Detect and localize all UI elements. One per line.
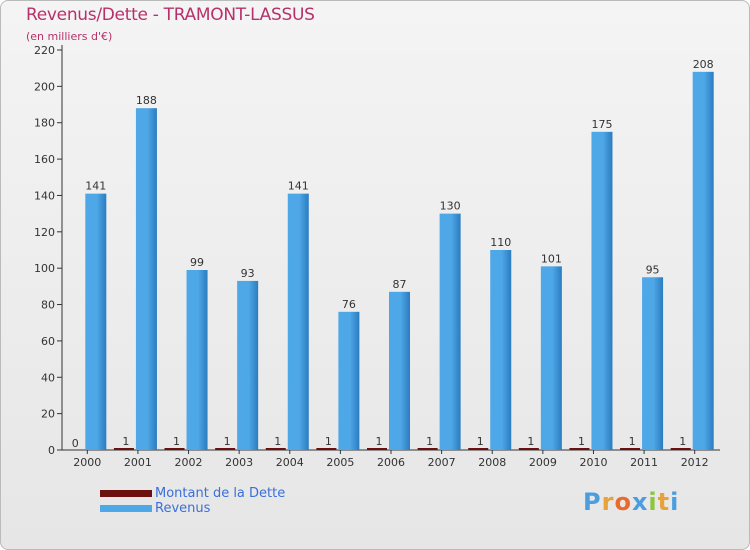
y-tick-label: 20: [41, 408, 55, 421]
debt-value-label: 1: [224, 435, 231, 448]
debt-bar: [164, 448, 185, 450]
debt-value-label: 1: [629, 435, 636, 448]
x-tick-label: 2000: [73, 456, 101, 469]
x-tick-label: 2007: [428, 456, 456, 469]
revenue-value-label: 95: [646, 263, 660, 276]
debt-value-label: 1: [173, 435, 180, 448]
x-tick-label: 2011: [630, 456, 658, 469]
debt-value-label: 1: [527, 435, 534, 448]
x-tick-label: 2002: [175, 456, 203, 469]
chart-subtitle: (en milliers d'€): [26, 30, 113, 43]
debt-value-label: 1: [376, 435, 383, 448]
revenue-bar: [692, 71, 714, 451]
debt-bar: [620, 448, 641, 450]
debt-value-label: 1: [325, 435, 332, 448]
x-tick-label: 2008: [478, 456, 506, 469]
legend-label-revenue: Revenus: [155, 501, 211, 516]
revenue-value-label: 93: [241, 267, 255, 280]
x-tick-label: 2006: [377, 456, 405, 469]
data-labels: 0 141 1 188 1 99 1 93 1 141 1 76 1 87 1 130 1 110 1 101 1 175…: [72, 58, 714, 450]
y-tick-label: 200: [34, 80, 55, 93]
revenue-value-label: 208: [693, 58, 714, 71]
y-tick-label: 0: [48, 444, 55, 457]
revenue-value-label: 175: [591, 118, 612, 131]
debt-bar: [316, 448, 337, 450]
revenue-bar: [338, 311, 360, 450]
revenue-value-label: 110: [490, 236, 511, 249]
chart-title: Revenus/Dette - TRAMONT-LASSUS: [26, 5, 315, 25]
logo-letter: i: [670, 488, 680, 516]
debt-bar: [468, 448, 489, 450]
revenue-value-label: 101: [541, 252, 562, 265]
revenue-bar: [642, 277, 664, 450]
x-tick-label: 2004: [276, 456, 304, 469]
y-tick-label: 180: [34, 117, 55, 130]
debt-value-label: 0: [72, 437, 79, 450]
proxiti-logo: Proxiti: [583, 488, 679, 516]
legend-swatch-revenue: [100, 505, 152, 512]
revenue-bar: [540, 266, 562, 450]
revenue-bar: [439, 213, 461, 450]
revenue-bar: [389, 291, 410, 450]
debt-bar: [367, 448, 387, 450]
debt-bar: [265, 448, 286, 450]
legend-label-debt: Montant de la Dette: [155, 486, 286, 501]
y-tick-label: 220: [34, 44, 55, 57]
revenue-value-label: 76: [342, 298, 356, 311]
logo-letter: P: [583, 488, 602, 516]
logo-letter: x: [631, 488, 649, 516]
debt-value-label: 1: [426, 435, 433, 448]
revenue-bar: [490, 250, 512, 450]
x-tick-label: 2010: [579, 456, 607, 469]
debt-bar: [417, 448, 438, 450]
x-tick-label: 2001: [124, 456, 152, 469]
revenue-value-label: 141: [85, 180, 106, 193]
logo-letter: t: [657, 488, 671, 516]
axes: 0 20 40 60 80 100 120 140 160 180 200 220 2000 2001 20…: [34, 44, 720, 469]
revenue-value-label: 130: [440, 200, 461, 213]
debt-value-label: 1: [274, 435, 281, 448]
logo-letter: i: [648, 488, 658, 516]
bars: [85, 71, 714, 451]
revenue-bar: [135, 108, 157, 450]
debt-bar: [569, 448, 590, 450]
debt-bar: [518, 448, 539, 450]
legend-swatch-debt: [100, 490, 152, 497]
revenue-bar: [85, 193, 107, 451]
revenue-value-label: 99: [190, 256, 204, 269]
debt-value-label: 1: [679, 435, 686, 448]
logo-letter: o: [614, 488, 632, 516]
y-tick-label: 160: [34, 153, 55, 166]
revenue-bar: [287, 193, 309, 451]
y-tick-label: 140: [34, 189, 55, 202]
y-tick-label: 40: [41, 371, 55, 384]
x-tick-label: 2003: [225, 456, 253, 469]
y-tick-label: 80: [41, 299, 55, 312]
y-tick-label: 100: [34, 262, 55, 275]
x-tick-label: 2009: [529, 456, 557, 469]
debt-bar: [215, 448, 236, 450]
debt-bar: [113, 448, 134, 450]
revenue-value-label: 87: [393, 278, 407, 291]
revenue-value-label: 188: [136, 94, 157, 107]
revenue-bar: [237, 280, 259, 450]
x-tick-label: 2012: [681, 456, 709, 469]
revenue-bar: [591, 131, 613, 450]
revenue-bar: [186, 270, 208, 450]
x-tick-label: 2005: [326, 456, 354, 469]
revenue-value-label: 141: [288, 180, 309, 193]
debt-value-label: 1: [122, 435, 129, 448]
debt-value-label: 1: [578, 435, 585, 448]
debt-bar: [670, 448, 691, 450]
logo-letter: r: [601, 488, 615, 516]
debt-value-label: 1: [477, 435, 484, 448]
y-tick-label: 60: [41, 335, 55, 348]
y-tick-label: 120: [34, 226, 55, 239]
